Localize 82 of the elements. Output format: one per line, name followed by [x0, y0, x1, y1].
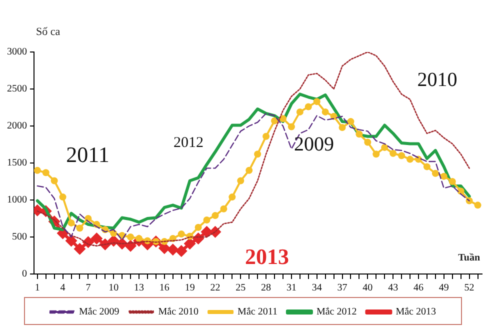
point: [347, 118, 354, 126]
point: [194, 224, 202, 231]
annotation: 2013: [244, 244, 289, 270]
x-tick-label: 13: [134, 282, 144, 294]
point: [68, 219, 75, 226]
x-tick-label: 7: [86, 282, 91, 294]
point: [279, 115, 286, 122]
y-tick-label: 1000: [7, 194, 27, 206]
point: [338, 124, 346, 131]
legend-label: Mắc 2009: [79, 306, 120, 318]
y-tick-label: 2000: [7, 120, 27, 132]
x-tick-label: 34: [312, 282, 322, 294]
point: [398, 152, 406, 160]
point: [406, 156, 414, 163]
annotation: 2010: [417, 69, 458, 92]
legend-label: Mắc 2011: [238, 306, 278, 318]
point: [246, 166, 253, 174]
legend-label: Mắc 2013: [396, 306, 436, 318]
y-tick-label: 0: [22, 268, 27, 280]
point: [42, 169, 50, 176]
x-tick-label: 37: [337, 282, 348, 294]
point: [220, 205, 228, 212]
x-tick-label: 19: [184, 282, 195, 294]
x-tick-label: 31: [286, 282, 296, 294]
point: [124, 240, 137, 252]
legend-label: Mắc 2012: [316, 306, 357, 318]
point: [212, 212, 219, 220]
x-tick-label: 28: [261, 282, 272, 294]
point: [288, 123, 295, 130]
x-tick-label: 49: [438, 282, 449, 294]
y-tick-label: 2500: [7, 84, 27, 95]
point: [237, 177, 244, 184]
point: [74, 242, 86, 255]
point: [271, 117, 278, 124]
point: [448, 178, 456, 185]
x-tick-label: 25: [236, 282, 246, 294]
x-tick-label: 4: [60, 282, 66, 294]
point: [184, 238, 196, 250]
point: [432, 170, 439, 177]
x-tick-label: 43: [388, 282, 398, 294]
point: [178, 230, 185, 238]
x-tick-label: 16: [159, 282, 170, 294]
point: [262, 132, 270, 140]
point: [90, 232, 103, 244]
x-axis-title: Tuần: [458, 252, 480, 264]
point: [59, 194, 66, 201]
x-tick-label: 22: [210, 282, 220, 294]
x-tick-label: 46: [413, 282, 424, 294]
point: [372, 150, 380, 158]
point: [34, 166, 41, 174]
x-tick-label: 1: [34, 282, 40, 294]
point: [322, 108, 329, 116]
y-tick-label: 500: [12, 232, 27, 243]
point: [390, 150, 397, 157]
annotation: 2011: [66, 142, 110, 168]
y-tick-label: 1500: [7, 158, 27, 169]
x-tick-label: 10: [108, 282, 119, 294]
point: [254, 150, 262, 158]
point: [228, 194, 236, 201]
point: [313, 98, 320, 106]
point: [356, 130, 363, 138]
point: [381, 144, 388, 151]
point: [65, 234, 78, 247]
x-tick-label: 40: [362, 282, 373, 294]
point: [474, 202, 482, 209]
point: [175, 245, 188, 258]
point: [304, 103, 312, 110]
point: [423, 163, 430, 170]
point: [127, 234, 134, 240]
y-tick-label: 3000: [7, 46, 27, 58]
legend-label: Mắc 2010: [158, 306, 199, 318]
point: [50, 177, 58, 184]
point: [76, 224, 84, 232]
annotation: 2012: [174, 134, 204, 151]
point: [203, 216, 210, 224]
point: [166, 244, 179, 256]
point: [364, 138, 372, 146]
annotation: 2009: [294, 133, 334, 156]
y-axis-title: Số ca: [36, 26, 60, 38]
x-tick-label: 52: [464, 282, 474, 294]
point: [440, 172, 448, 180]
point: [296, 108, 304, 116]
